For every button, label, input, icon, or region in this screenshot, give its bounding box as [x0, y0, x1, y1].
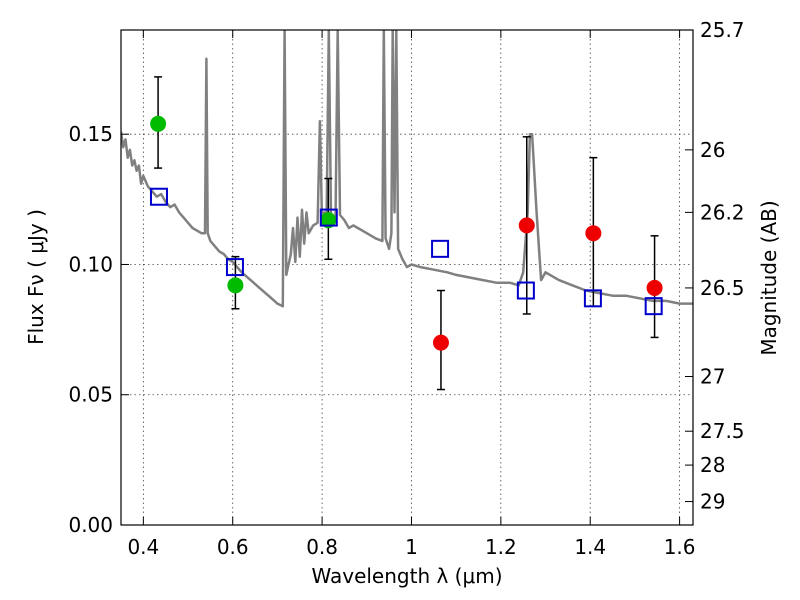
model-square: [431, 239, 450, 258]
y2-tick-label: 27: [700, 365, 725, 389]
y2-tick-label: 27.5: [700, 419, 745, 443]
y2-tick-label: 26.5: [700, 276, 745, 300]
x-tick-label: 0.6: [217, 535, 249, 559]
x-axis-title: Wavelength λ (μm): [311, 564, 502, 588]
data-point: [432, 334, 449, 351]
data-point: [646, 279, 663, 296]
model-squares: [149, 187, 663, 316]
y2-axis-title: Magnitude (AB): [757, 200, 781, 355]
y-tick-label: 0.15: [68, 122, 113, 146]
x-tick-label: 1.4: [574, 535, 606, 559]
y-axis-title: Flux Fν ( μJy ): [24, 209, 48, 345]
model-square: [583, 289, 602, 308]
model-square: [516, 281, 535, 300]
y2-tick-label: 28: [700, 453, 725, 477]
x-tick-label: 1: [405, 535, 418, 559]
model-square: [149, 187, 168, 206]
plot-frame: [120, 29, 694, 526]
y2-tick-label: 26.2: [700, 200, 745, 224]
x-tick-label: 0.8: [306, 535, 338, 559]
y2-tick-label: 25.7: [700, 18, 745, 42]
model-square: [319, 208, 338, 227]
data-points: [150, 115, 663, 351]
y-tick-label: 0.05: [68, 383, 113, 407]
x-tick-label: 1.6: [664, 535, 696, 559]
axis-ticks: [121, 29, 693, 526]
x-tick-label: 0.4: [127, 535, 159, 559]
data-point: [320, 212, 337, 229]
y2-tick-label: 26: [700, 138, 725, 162]
model-square: [644, 297, 663, 316]
grid: [121, 30, 693, 526]
data-point: [150, 115, 167, 132]
y2-tick-label: 29: [700, 490, 725, 514]
tick-labels: 0.4 0.6 0.8 1 1.2 1.4 1.6 0.00 0.05 0.10 0.15 25.7 2…: [68, 18, 744, 559]
data-point: [518, 217, 535, 234]
model-square: [225, 258, 244, 277]
y-tick-label: 0.00: [68, 513, 113, 537]
y-tick-label: 0.10: [68, 252, 113, 276]
data-point: [585, 225, 602, 242]
x-tick-label: 1.2: [485, 535, 517, 559]
data-point: [227, 277, 244, 294]
